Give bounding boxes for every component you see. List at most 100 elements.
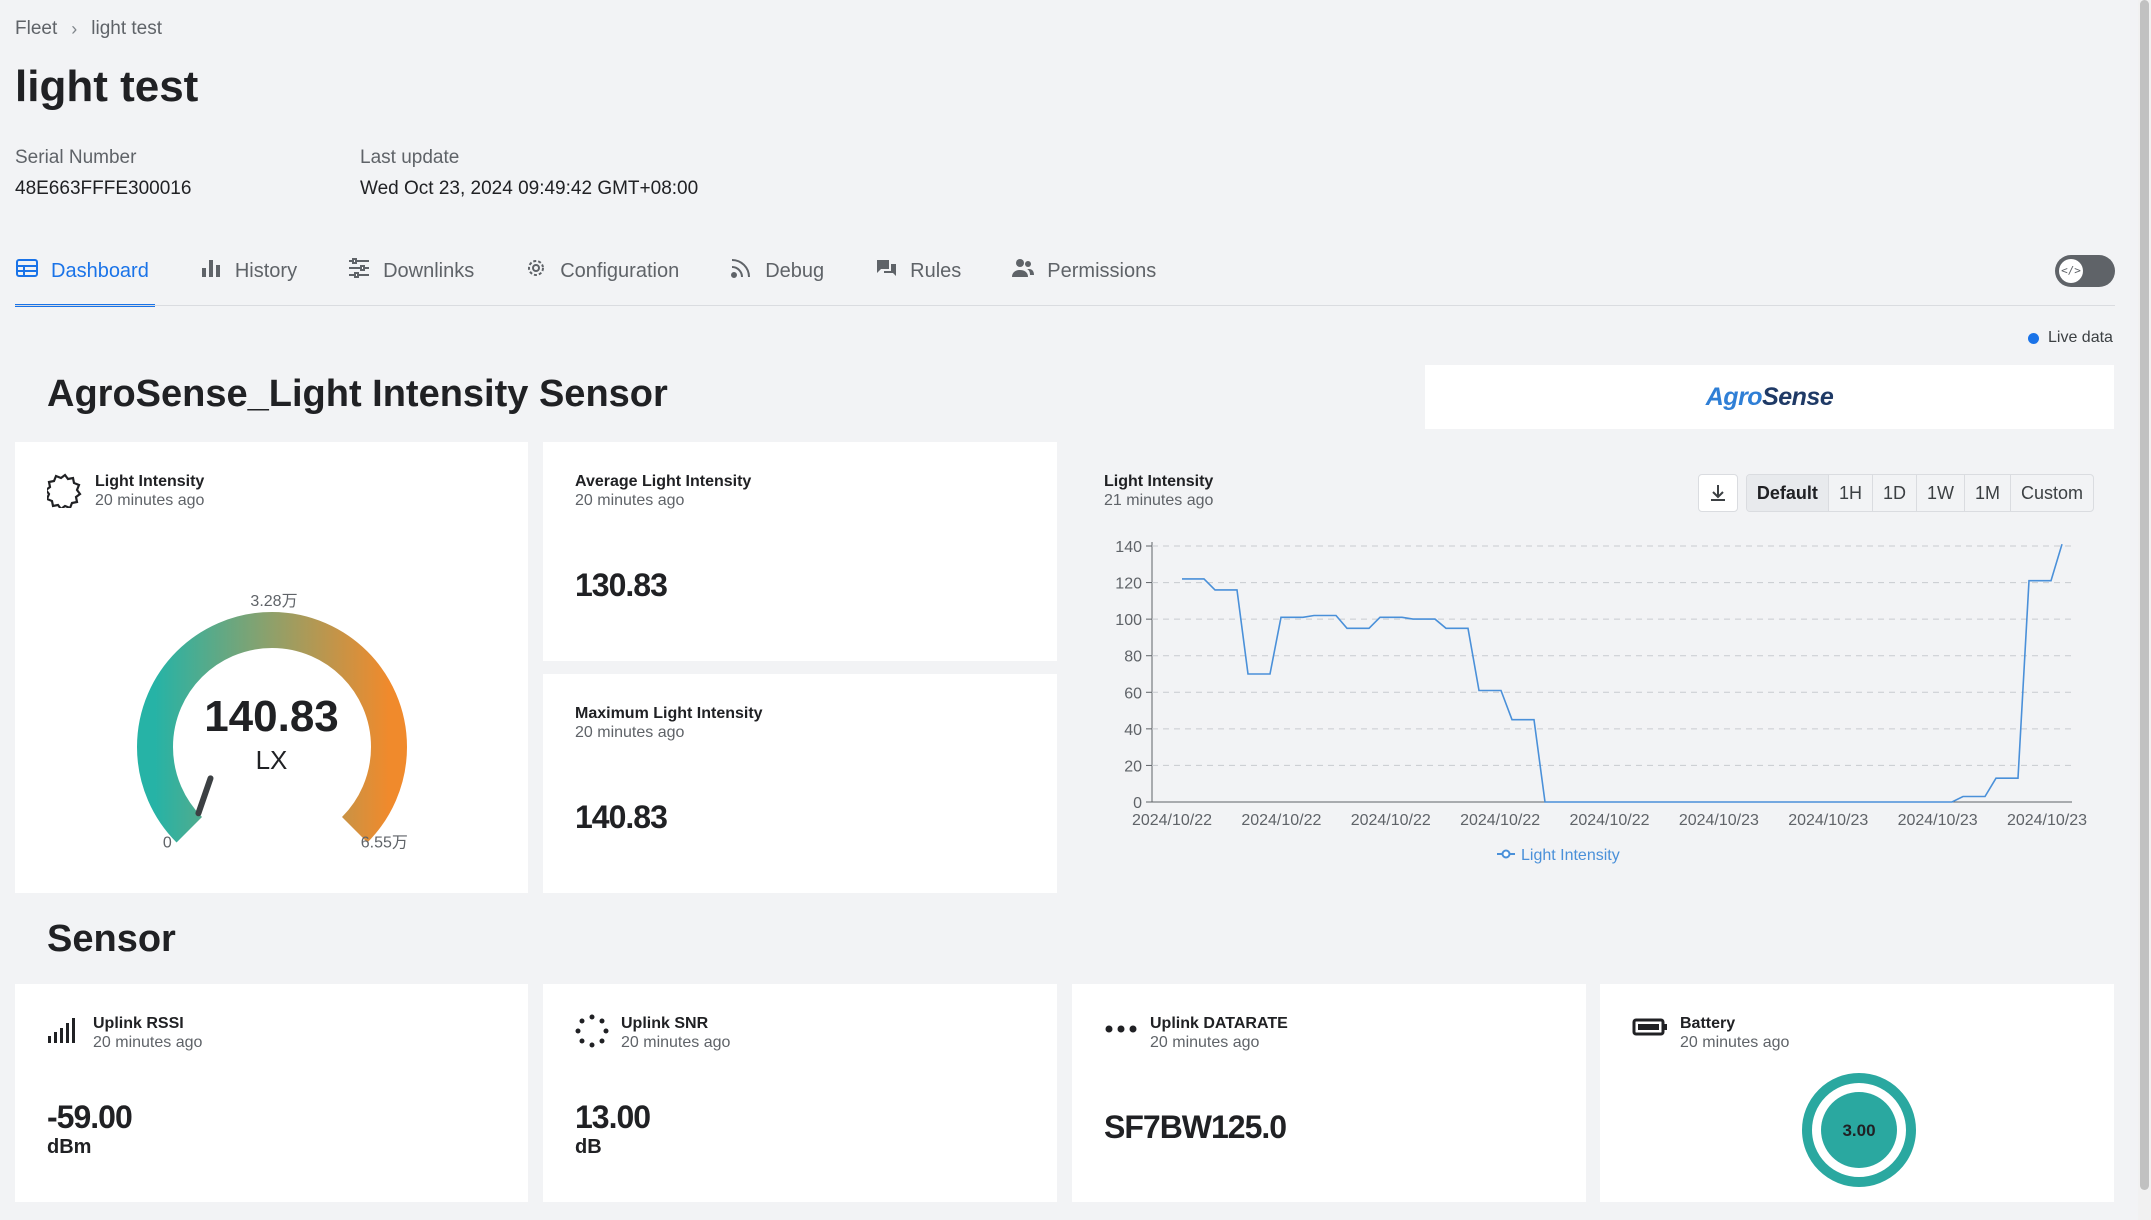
x-tick-label: 2024/10/22: [1132, 812, 1212, 829]
maximum-card-title: Maximum Light Intensity: [575, 705, 763, 722]
snr-unit: dB: [575, 1136, 602, 1158]
battery-icon: [1632, 1014, 1668, 1045]
range-1w-button[interactable]: 1W: [1915, 475, 1964, 511]
tab-dashboard-label: Dashboard: [51, 259, 149, 282]
datarate-value: SF7BW125.0: [1104, 1109, 1287, 1145]
battery-ring-fill: [1821, 1092, 1897, 1168]
signal-bars-icon: [47, 1014, 81, 1049]
gauge-min-label: 0: [163, 835, 172, 852]
snr-card-title: Uplink SNR: [621, 1015, 709, 1032]
tab-downlinks-label: Downlinks: [383, 259, 475, 282]
breadcrumb-current: light test: [91, 18, 163, 39]
uplink-snr-card: Uplink SNR 20 minutes ago 13.00 dB: [543, 984, 1057, 1202]
code-icon: </>: [2059, 259, 2083, 283]
light-intensity-gauge-card: Light Intensity 20 minutes ago 0 3.28万 6…: [15, 442, 528, 893]
battery-card: Battery 20 minutes ago 3.00: [1600, 984, 2114, 1202]
maximum-light-card: Maximum Light Intensity 20 minutes ago 1…: [543, 674, 1057, 893]
chat-bubbles-icon: [874, 256, 898, 286]
tab-dashboard[interactable]: Dashboard: [15, 245, 155, 307]
live-dot-icon: [2028, 332, 2039, 344]
gauge-value: 140.83: [204, 692, 339, 741]
download-button[interactable]: [1697, 474, 1738, 512]
light-intensity-chart-card: Light Intensity 21 minutes ago Default 1…: [1072, 442, 2114, 893]
average-value: 130.83: [575, 567, 668, 603]
average-light-card: Average Light Intensity 20 minutes ago 1…: [543, 442, 1057, 661]
people-icon: [1011, 256, 1035, 286]
tab-debug[interactable]: Debug: [729, 245, 824, 297]
tab-history[interactable]: History: [199, 245, 297, 297]
bar-chart-icon: [199, 256, 223, 286]
x-tick-label: 2024/10/23: [1679, 812, 1759, 829]
section-title-main: AgroSense_Light Intensity Sensor: [47, 373, 668, 415]
x-tick-label: 2024/10/22: [1460, 812, 1540, 829]
table-icon: [15, 256, 39, 286]
y-tick-label: 100: [1115, 612, 1142, 629]
tab-rules-label: Rules: [910, 259, 962, 282]
chart-range-controls: Default 1H 1D 1W 1M Custom: [1697, 474, 2094, 512]
maximum-card-timestamp: 20 minutes ago: [575, 724, 685, 741]
y-tick-label: 40: [1124, 722, 1142, 739]
last-update-label: Last update: [360, 147, 460, 168]
range-1d-button[interactable]: 1D: [1871, 475, 1916, 511]
tab-downlinks[interactable]: Downlinks: [347, 245, 474, 297]
gauge-card-title: Light Intensity: [95, 473, 205, 490]
datarate-card-title: Uplink DATARATE: [1150, 1015, 1288, 1032]
battery-ring: 3.00: [1802, 1073, 1916, 1187]
light-intensity-line-chart: 0 20 40 60 80 100 120 140 2024/10/22 2024/10/22 20…: [1115, 539, 2087, 864]
range-custom-button[interactable]: Custom: [2009, 475, 2093, 511]
live-data-label: Live data: [2048, 329, 2113, 346]
chart-card-timestamp: 21 minutes ago: [1104, 492, 1214, 509]
page-title: light test: [15, 62, 199, 111]
range-1h-button[interactable]: 1H: [1827, 475, 1872, 511]
tab-permissions[interactable]: Permissions: [1011, 245, 1156, 297]
sun-outline-icon: [44, 472, 83, 513]
legend-dot-marker: [1501, 849, 1511, 859]
x-tick-label: 2024/10/23: [2007, 812, 2087, 829]
live-data-indicator: Live data: [2028, 329, 2113, 347]
y-tick-label: 140: [1115, 539, 1142, 556]
y-tick-label: 20: [1124, 758, 1142, 775]
gauge-arc: [137, 612, 407, 843]
range-default-button[interactable]: Default: [1746, 475, 1828, 511]
y-tick-label: 120: [1115, 576, 1142, 593]
sliders-icon: [347, 256, 371, 286]
average-card-title: Average Light Intensity: [575, 473, 752, 490]
tab-configuration-label: Configuration: [560, 259, 680, 282]
rss-icon: [729, 256, 753, 286]
gauge-max-label: 6.55万: [361, 835, 408, 852]
y-tick-label: 60: [1124, 685, 1142, 702]
gauge-unit: LX: [255, 745, 288, 775]
maximum-value: 140.83: [575, 799, 668, 835]
breadcrumb: Fleet › light test: [15, 18, 162, 40]
average-card-timestamp: 20 minutes ago: [575, 492, 685, 509]
tab-divider: [15, 305, 2115, 306]
tab-rules[interactable]: Rules: [874, 245, 961, 297]
agrosense-logo: AgroSense: [1705, 382, 1834, 411]
tab-configuration[interactable]: Configuration: [524, 245, 679, 297]
scrollbar-thumb[interactable]: [2140, 0, 2149, 1190]
battery-card-timestamp: 20 minutes ago: [1680, 1034, 1790, 1051]
download-icon: [1710, 485, 1725, 501]
brand-logo-card: AgroSense: [1425, 365, 2114, 429]
dotted-circle-icon: [575, 1014, 609, 1053]
legend-label[interactable]: Light Intensity: [1521, 847, 1620, 864]
gauge-chart: 0 3.28万 6.55万: [137, 593, 408, 852]
page-scrollbar[interactable]: [2138, 0, 2151, 1220]
range-1m-button[interactable]: 1M: [1963, 475, 2010, 511]
chart-card-title: Light Intensity: [1104, 473, 1214, 490]
more-dots-icon: [1104, 1014, 1138, 1049]
tab-debug-label: Debug: [765, 259, 825, 282]
series-line-light-intensity: [1182, 543, 2063, 803]
gauge-card-timestamp: 20 minutes ago: [95, 492, 205, 509]
gauge-mid-label: 3.28万: [250, 593, 297, 610]
datarate-card-timestamp: 20 minutes ago: [1150, 1034, 1260, 1051]
breadcrumb-fleet-link[interactable]: Fleet: [15, 18, 58, 39]
range-segment: Default 1H 1D 1W 1M Custom: [1745, 474, 2094, 512]
rssi-card-timestamp: 20 minutes ago: [93, 1034, 203, 1051]
uplink-datarate-card: Uplink DATARATE 20 minutes ago SF7BW125.…: [1072, 984, 1586, 1202]
rssi-value: -59.00: [47, 1099, 133, 1135]
x-tick-label: 2024/10/22: [1569, 812, 1649, 829]
x-tick-label: 2024/10/22: [1241, 812, 1321, 829]
code-view-toggle[interactable]: </>: [2055, 255, 2115, 287]
y-tick-label: 80: [1124, 649, 1142, 666]
